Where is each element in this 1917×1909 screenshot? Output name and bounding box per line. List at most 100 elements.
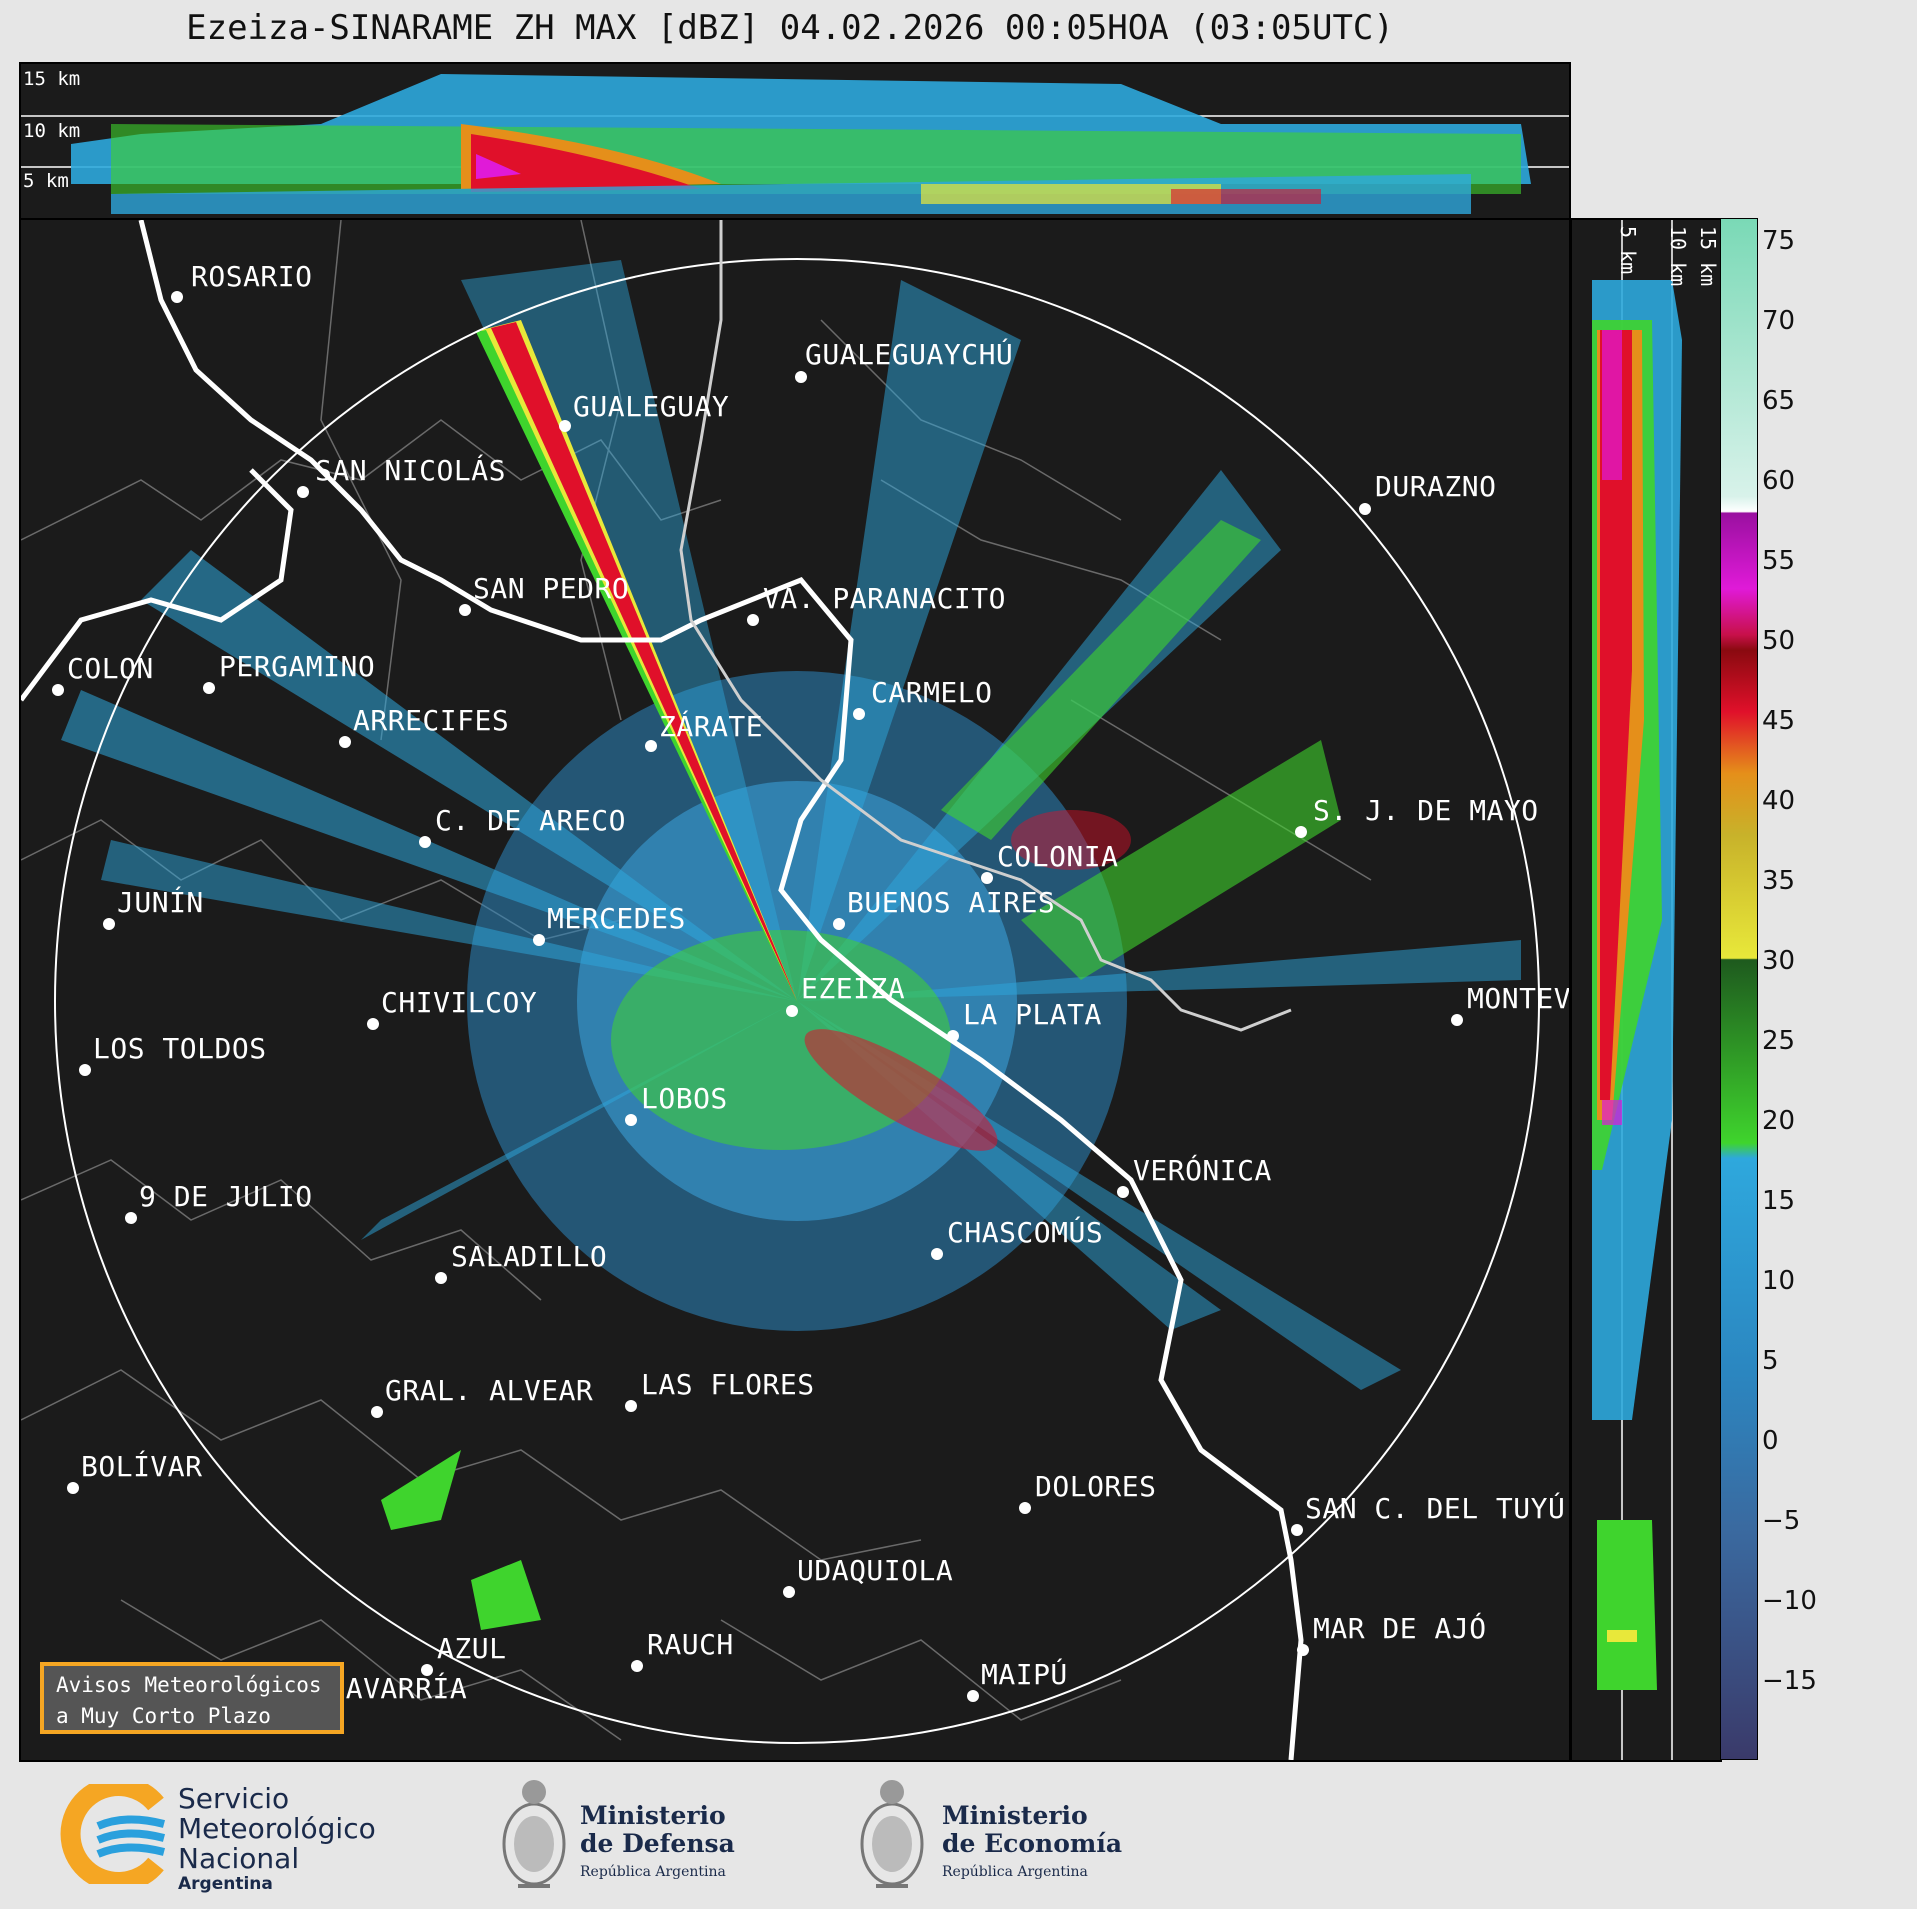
- defensa-line1: Ministerio: [580, 1801, 726, 1830]
- city-dot: [931, 1248, 943, 1260]
- side-alt-label-5km: 5 km: [1616, 226, 1640, 275]
- city-label-durazno: DURAZNO: [1375, 470, 1497, 503]
- city-dot: [435, 1272, 447, 1284]
- city-label-gualeguaychu: GUALEGUAYCHÚ: [805, 338, 1014, 371]
- colorbar-tick-55: 55: [1762, 546, 1796, 576]
- city-label-san-c-del-tuyu: SAN C. DEL TUYÚ: [1305, 1492, 1566, 1525]
- city-label-san-pedro: SAN PEDRO: [473, 572, 630, 605]
- city-label-veronica: VERÓNICA: [1133, 1154, 1272, 1187]
- alert-box-line2: a Muy Corto Plazo: [56, 1704, 271, 1728]
- city-dot: [795, 371, 807, 383]
- city-dot: [1291, 1524, 1303, 1536]
- city-label-9-de-julio: 9 DE JULIO: [139, 1180, 313, 1213]
- city-label-bolivar: BOLÍVAR: [81, 1450, 203, 1483]
- top-alt-label-15km: 15 km: [23, 68, 81, 90]
- colorbar-tick-0: 0: [1762, 1426, 1779, 1456]
- colorbar-tick-35: 35: [1762, 866, 1796, 896]
- city-label-gualeguay: GUALEGUAY: [573, 390, 730, 423]
- city-label-rosario: ROSARIO: [191, 260, 313, 293]
- side-alt-label-15km: 15 km: [1696, 226, 1720, 287]
- city-label-carmelo: CARMELO: [871, 676, 993, 709]
- colorbar-tick-15: 15: [1762, 1186, 1796, 1216]
- city-label-san-nicolas: SAN NICOLÁS: [315, 454, 506, 487]
- colorbar-tick-20: 20: [1762, 1106, 1796, 1136]
- city-dot: [103, 918, 115, 930]
- economia-line2: de Economía: [942, 1829, 1123, 1858]
- top-cross-section-panel: 15 km 10 km 5 km: [19, 62, 1571, 220]
- colorbar-tick-70: 70: [1762, 306, 1796, 336]
- radar-map-panel: ROSARIO GUALEGUAYCHÚ GUALEGUAY SAN NICOL…: [19, 218, 1571, 1762]
- smn-line4: Argentina: [178, 1874, 273, 1894]
- city-label-rauch: RAUCH: [647, 1628, 734, 1661]
- city-label-buenos-aires: BUENOS AIRES: [847, 886, 1056, 919]
- uruguay-coast: [679, 220, 1292, 1032]
- city-label-colonia: COLONIA: [997, 840, 1119, 873]
- city-dot: [297, 486, 309, 498]
- city-dot: [459, 604, 471, 616]
- defensa-line2: de Defensa: [580, 1829, 735, 1858]
- city-label-junin: JUNÍN: [117, 886, 204, 919]
- city-dot: [625, 1114, 637, 1126]
- city-label-saladillo: SALADILLO: [451, 1240, 608, 1273]
- city-dot: [1019, 1502, 1031, 1514]
- city-dot: [645, 740, 657, 752]
- defensa-line3: República Argentina: [580, 1864, 726, 1880]
- colorbar-gradient: [1721, 219, 1757, 1759]
- city-dot: [967, 1690, 979, 1702]
- city-label-montev: MONTEV: [1467, 982, 1571, 1015]
- city-dot: [171, 291, 183, 303]
- smn-line1: Servicio: [178, 1782, 290, 1815]
- colorbar-tick-25: 25: [1762, 1026, 1796, 1056]
- city-label-pergamino: PERGAMINO: [219, 650, 376, 683]
- top-alt-label-10km: 10 km: [23, 120, 81, 142]
- defensa-seal-icon: [502, 1780, 566, 1888]
- colorbar-tick-75: 75: [1762, 226, 1796, 256]
- city-dot: [533, 934, 545, 946]
- colorbar: [1720, 218, 1758, 1760]
- city-dot: [625, 1400, 637, 1412]
- city-dot: [79, 1064, 91, 1076]
- city-label-zarate: ZÁRATE: [659, 710, 764, 743]
- city-label-la-plata: LA PLATA: [963, 998, 1102, 1031]
- city-label-colon: COLON: [67, 652, 154, 685]
- colorbar-tick-50: 50: [1762, 626, 1796, 656]
- city-label-ezeiza: EZEIZA: [801, 972, 906, 1005]
- city-dot: [367, 1018, 379, 1030]
- city-dot: [52, 684, 64, 696]
- city-label-chascomus: CHASCOMÚS: [947, 1216, 1104, 1249]
- city-dot: [853, 708, 865, 720]
- colorbar-tick-30: 30: [1762, 946, 1796, 976]
- city-label-gral-alvear: GRAL. ALVEAR: [385, 1374, 594, 1407]
- side-cross-section-panel: 5 km 10 km 15 km: [1570, 218, 1722, 1762]
- city-dot: [339, 736, 351, 748]
- top-alt-label-5km: 5 km: [23, 170, 69, 192]
- city-label-las-flores: LAS FLORES: [641, 1368, 815, 1401]
- colorbar-tick-10: 10: [1762, 1266, 1796, 1296]
- side-cross-section-echoes: [1592, 220, 1682, 1760]
- city-label-sj-de-mayo: S. J. DE MAYO: [1313, 794, 1539, 827]
- colorbar-tick-40: 40: [1762, 786, 1796, 816]
- economia-line1: Ministerio: [942, 1801, 1088, 1830]
- city-label-mar-de-ajo: MAR DE AJÓ: [1313, 1612, 1487, 1645]
- city-label-azul: AZUL: [437, 1632, 507, 1665]
- colorbar-tick-minus-15: −15: [1762, 1666, 1817, 1696]
- side-alt-label-10km: 10 km: [1666, 226, 1690, 287]
- smn-line2: Meteorológico: [178, 1812, 376, 1845]
- city-dot: [1295, 826, 1307, 838]
- city-label-dolores: DOLORES: [1035, 1470, 1157, 1503]
- city-dot: [421, 1664, 433, 1676]
- radar-map: [21, 220, 1540, 1760]
- city-dot: [371, 1406, 383, 1418]
- city-dot: [1297, 1644, 1309, 1656]
- city-label-chivilcoy: CHIVILCOY: [381, 986, 538, 1019]
- city-dot: [559, 420, 571, 432]
- city-dot: [747, 614, 759, 626]
- city-label-c-de-areco: C. DE ARECO: [435, 804, 626, 837]
- city-label-mercedes: MERCEDES: [547, 902, 686, 935]
- smn-logo-icon: [60, 1784, 166, 1884]
- city-dot: [203, 682, 215, 694]
- city-dot: [786, 1005, 798, 1017]
- city-dot: [67, 1482, 79, 1494]
- city-dot: [947, 1030, 959, 1042]
- city-label-va-paranacito: VA. PARANACITO: [763, 582, 1007, 615]
